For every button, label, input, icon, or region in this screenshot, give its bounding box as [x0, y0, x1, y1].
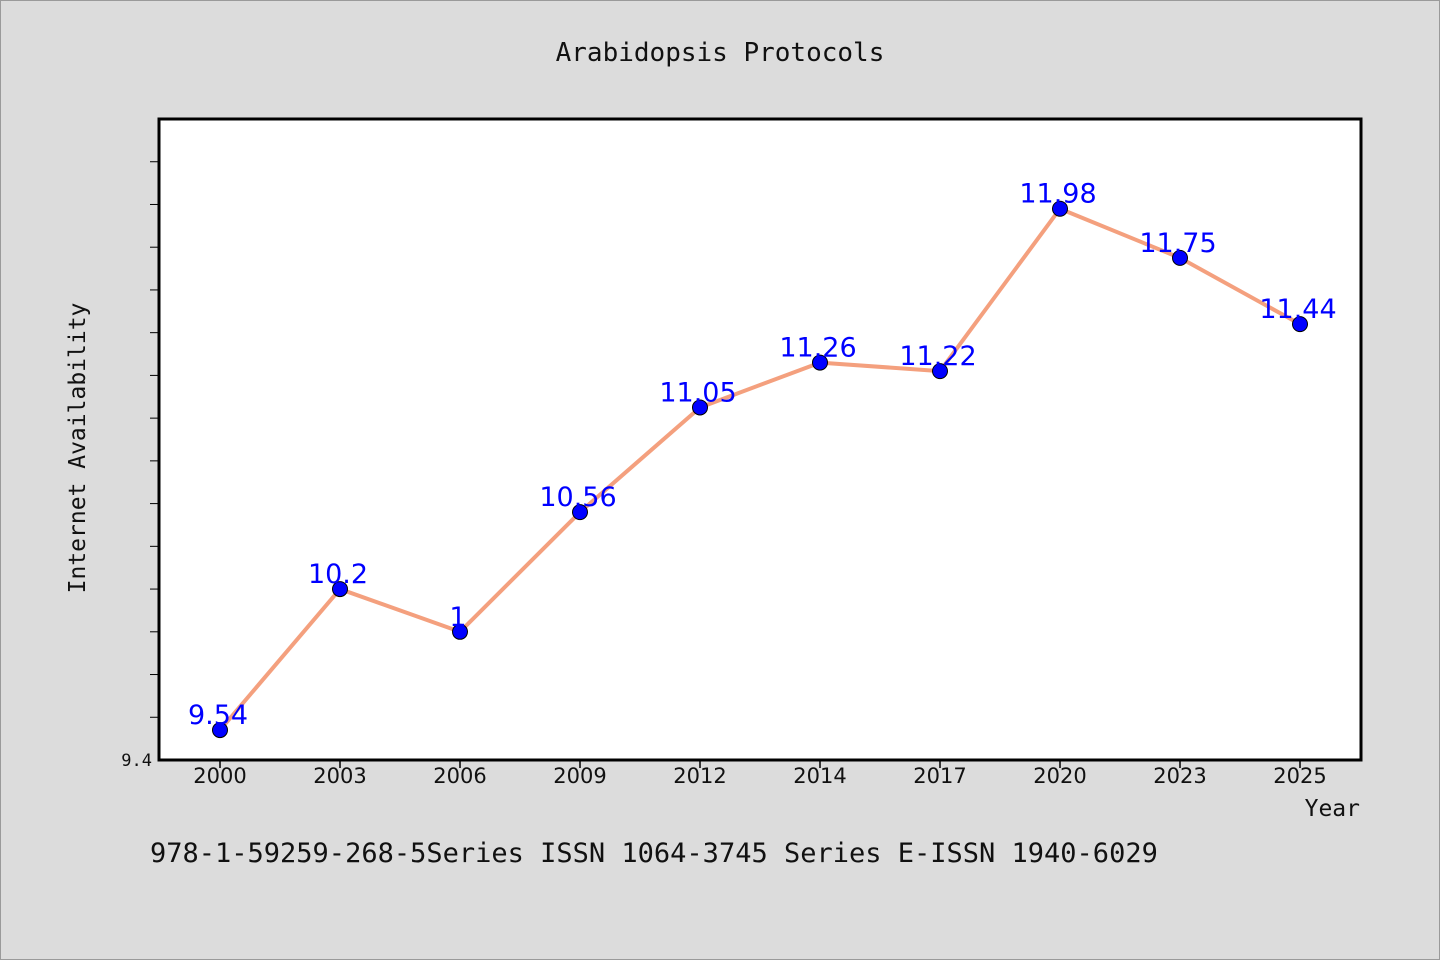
x-tick-label: 2003: [313, 764, 366, 788]
data-point: [1292, 316, 1308, 333]
data-point: [572, 504, 588, 521]
data-label: 11.26: [779, 333, 856, 364]
data-labels: 9.54 10.2 1 10.56 11.05 11.26 11.22 11.98 11.75 1…: [188, 179, 1337, 731]
data-label: 10.56: [539, 482, 616, 513]
footer-isbn-text: 978-1-59259-268-5Series ISSN 1064-3745 S…: [150, 838, 1158, 869]
x-tick-label: 2020: [1033, 764, 1086, 788]
x-tick-label: 2006: [433, 764, 486, 788]
x-tick-label: 2009: [553, 764, 606, 788]
data-point: [452, 623, 468, 640]
x-axis-ticks: 2000 2003 2006 2009 2012 2014 2017 2020 2023 2025: [193, 760, 1327, 788]
data-point: [332, 581, 348, 598]
x-tick-label: 2017: [913, 764, 966, 788]
x-tick-label: 2000: [193, 764, 246, 788]
x-axis-label: Year: [1305, 796, 1360, 822]
series-line: [218, 206, 1302, 733]
chart-title: Arabidopsis Protocols: [556, 38, 885, 68]
data-label: 11.98: [1019, 179, 1096, 210]
data-label: 10.2: [308, 559, 368, 590]
y-axis-label: Internet Availability: [65, 303, 91, 594]
data-point: [1172, 249, 1188, 266]
data-markers: [212, 200, 1308, 739]
x-tick-label: 2023: [1153, 764, 1206, 788]
data-label: 11.44: [1259, 294, 1336, 325]
data-label: 11.75: [1139, 228, 1216, 259]
data-point: [812, 354, 828, 371]
x-tick-label: 2012: [673, 764, 726, 788]
x-tick-label: 2014: [793, 764, 846, 788]
data-label: 11.05: [659, 377, 736, 408]
data-label: 9.54: [188, 700, 248, 731]
x-tick-label: 2025: [1273, 764, 1326, 788]
plot-area: [157, 117, 1363, 762]
y-tick-label: 9.4: [121, 751, 152, 771]
data-point: [932, 363, 948, 380]
y-axis-minor-ticks: [150, 161, 159, 718]
data-point: [692, 399, 708, 416]
data-label: 1: [449, 602, 466, 633]
data-point: [212, 722, 228, 739]
data-label: 11.22: [899, 341, 976, 372]
data-point: [1052, 200, 1068, 217]
